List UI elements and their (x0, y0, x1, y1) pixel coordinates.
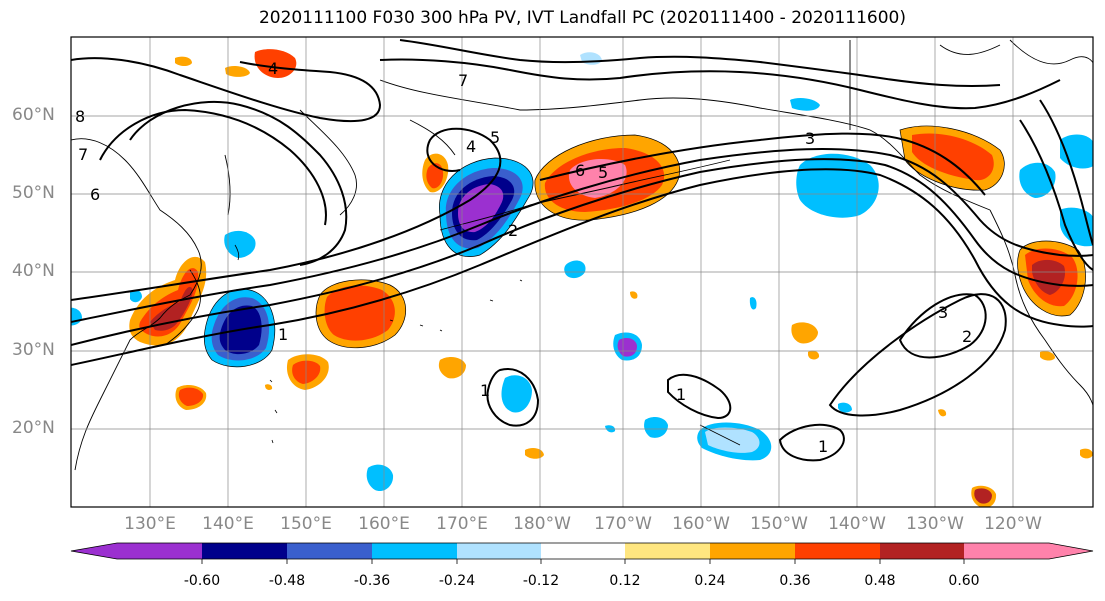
gridlines (71, 37, 1093, 507)
pv-contour-6 (71, 57, 382, 123)
lat-label-40n: 40°N (12, 261, 55, 281)
colorbar-tick-label: -0.24 (438, 573, 476, 589)
lon-label: 170°E (436, 514, 488, 534)
colorbar-swatch-0b (117, 543, 202, 559)
contour-label: 1 (676, 385, 686, 404)
anomaly-ne-pacific-neg (796, 153, 879, 218)
pv-contour-16 (778, 423, 845, 462)
coast-japan (164, 269, 201, 346)
pv-contour-8 (399, 39, 1001, 87)
colorbar-swatch-9 (880, 543, 964, 559)
lon-label: 140°E (202, 514, 254, 534)
colorbar-tick-label: -0.48 (268, 573, 306, 589)
anomaly-outlines (203, 125, 1086, 368)
contour-labels: 7 6 5 4 3 2 1 1 1 1 2 3 4 5 6 7 8 (75, 59, 972, 456)
contour-label: 1 (480, 381, 490, 400)
pv-contour-1 (71, 168, 1093, 366)
contour-label: 1 (818, 437, 828, 456)
colorbar-tick-label: -0.36 (353, 573, 391, 589)
colorbar-swatch-5 (541, 543, 625, 559)
colorbar-swatch-0 (71, 543, 117, 559)
map-frame (70, 36, 1094, 508)
pv-contour-12 (1039, 99, 1093, 246)
contour-label: 7 (78, 145, 88, 164)
lon-label: 170°W (594, 514, 652, 534)
colorbar-swatch-3 (372, 543, 457, 559)
contour-label: 2 (962, 327, 972, 346)
contour-label: 6 (575, 161, 585, 180)
map-content: 7 6 5 4 3 2 1 1 1 1 2 3 4 5 6 7 8 (71, 37, 1093, 507)
islands (234, 244, 741, 446)
lon-label: 140°W (828, 514, 886, 534)
colorbar-tick-label: -0.60 (183, 573, 221, 589)
lon-label: 160°W (672, 514, 730, 534)
pv-contours (71, 39, 1093, 462)
colorbar-tick-label: 0.24 (694, 573, 726, 589)
colorbar-tick-label: 0.36 (779, 573, 811, 589)
colorbar-swatch-1 (202, 543, 287, 559)
contour-label: 2 (508, 221, 518, 240)
lon-label: 150°W (750, 514, 808, 534)
contour-label: 5 (490, 128, 500, 147)
colorbar (70, 542, 1094, 564)
contour-label: 7 (458, 71, 468, 90)
contour-label: 8 (75, 107, 85, 126)
colorbar-outline (70, 542, 1094, 560)
pv-contour-5 (539, 132, 986, 196)
coast-asia (71, 138, 202, 471)
contour-label: 3 (805, 129, 815, 148)
colorbar-tick-label: -0.12 (522, 573, 560, 589)
colorbar-tick-label: 0.60 (948, 573, 980, 589)
lon-label: 130°W (906, 514, 964, 534)
pv-contour-3 (71, 147, 1093, 323)
lat-label-20n: 20°N (12, 418, 55, 438)
pv-contour-9 (129, 101, 348, 266)
lat-label-30n: 30°N (12, 340, 55, 360)
map-title: 2020111100 F030 300 hPa PV, IVT Landfall… (258, 8, 906, 28)
pv-contour-17 (486, 368, 540, 427)
lon-label: 150°E (280, 514, 332, 534)
pv-contour-2 (71, 158, 1093, 346)
lat-label-50n: 50°N (12, 183, 55, 203)
contour-label: 6 (90, 185, 100, 204)
contour-label: 5 (598, 163, 608, 182)
coast-northamerica (989, 209, 1093, 408)
lon-label: 120°W (984, 514, 1042, 534)
lon-label: 160°E (358, 514, 410, 534)
coast-kamchatka (299, 109, 357, 216)
colorbar-swatch-6 (625, 543, 710, 559)
colorbar-swatch-10 (964, 543, 1049, 559)
pv-contour-14 (828, 293, 1007, 417)
contour-label: 4 (268, 59, 278, 78)
contour-label: 4 (466, 137, 476, 156)
pv-contour-10 (99, 108, 327, 226)
lat-label-60n: 60°N (12, 105, 55, 125)
colorbar-swatch-7 (710, 543, 795, 559)
lon-label: 180°W (513, 514, 571, 534)
coast-sakhalin (224, 154, 231, 216)
lon-label: 130°E (124, 514, 176, 534)
pv-contour-4 (71, 127, 502, 301)
colorbar-tick-label: 0.12 (609, 573, 641, 589)
colorbar-swatch-8 (795, 543, 880, 559)
colorbar-swatch-2 (287, 543, 372, 559)
pv-contour-13 (898, 293, 987, 359)
colorbar-swatch-4 (457, 543, 541, 559)
colorbar-swatch-10b (1049, 543, 1093, 559)
colorbar-tick-label: 0.48 (864, 573, 896, 589)
contour-label: 1 (278, 325, 288, 344)
pv-contour-7 (379, 58, 1061, 110)
pv-contour-15 (667, 373, 732, 420)
contour-label: 3 (938, 303, 948, 322)
coast-bering (409, 119, 456, 156)
